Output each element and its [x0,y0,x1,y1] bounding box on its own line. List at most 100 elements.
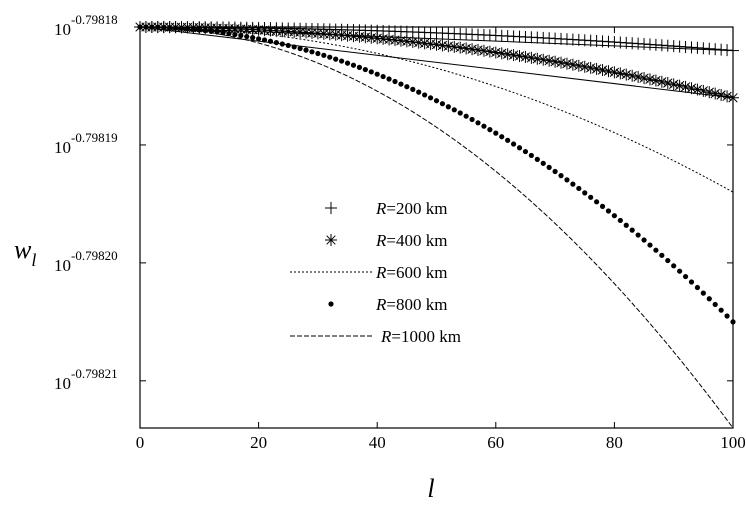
data-point [546,164,552,170]
data-point [499,134,505,140]
data-point [647,242,653,248]
legend-label: R=1000 km [380,327,461,346]
data-point [238,32,244,39]
data-point [439,101,446,107]
legend-marker [325,234,337,246]
data-point [655,75,668,88]
series-1 [134,21,739,57]
data-point [398,81,404,87]
data-point [510,141,517,147]
data-point [427,95,434,101]
x-tick-label: 100 [720,433,746,452]
series-4 [137,24,736,325]
y-tick-label: 10-0.79820 [54,248,118,275]
data-point [472,43,485,56]
data-point [516,145,523,151]
data-point [291,44,297,50]
x-tick-label: 80 [606,433,623,452]
data-point [623,222,629,228]
y-tick-base: 10 [54,20,71,39]
series-layer [134,21,739,429]
data-point [412,36,425,49]
data-point [534,156,540,162]
data-point [537,53,550,66]
data-point [430,38,443,51]
data-point [576,185,582,192]
legend: R=200 kmR=400 kmR=600 kmR=800 kmR=1000 k… [290,199,461,346]
legend-marker [328,301,334,307]
y-tick-exponent: -0.79820 [71,248,118,263]
legend-label: R=600 km [375,263,447,282]
data-point [469,116,475,123]
data-point [730,319,736,325]
y-tick-base: 10 [54,138,71,157]
data-point [665,257,671,264]
data-point [558,173,564,179]
data-point [451,107,457,113]
data-point [433,98,440,104]
data-point [448,40,461,53]
data-point [519,50,532,63]
data-point [356,64,363,70]
series-line [139,26,734,429]
data-point [297,45,303,52]
series-line [140,26,734,193]
data-point [588,194,594,200]
x-tick-label: 20 [250,433,267,452]
data-point [700,290,706,296]
x-tick-label: 60 [487,433,504,452]
data-point [706,296,712,302]
data-point [341,29,354,42]
legend-value: =400 km [386,231,447,250]
data-point [727,91,739,104]
legend-entry: R=1000 km [290,327,461,346]
data-point [339,58,345,64]
data-point [483,45,496,58]
data-point [392,78,398,85]
data-point [560,57,573,70]
legend-var: R [375,199,387,218]
data-point [543,54,556,67]
legend-value: =200 km [386,199,447,218]
y-tick-exponent: -0.79821 [71,366,118,381]
data-point [620,68,633,81]
data-point [178,25,185,32]
data-point [404,84,410,90]
y-axis-label-base: w [14,235,32,264]
data-point [590,62,603,75]
data-point [525,51,538,64]
data-point [712,301,718,308]
data-point [190,26,196,32]
data-point [327,54,333,60]
data-point [359,31,372,44]
data-point [697,84,710,97]
legend-entry: R=800 km [328,295,447,314]
data-point [436,39,449,52]
data-point [418,37,431,50]
data-point [688,279,695,285]
data-point [362,66,368,73]
data-point [614,67,627,80]
data-point [629,227,635,233]
data-point [703,86,716,99]
data-point [315,50,321,57]
data-point [501,48,514,61]
y-tick-base: 10 [54,256,71,275]
legend-entry: R=400 km [325,231,447,250]
data-point [555,56,568,69]
data-point [244,33,250,40]
data-point [653,247,659,253]
data-point [371,32,384,45]
data-point [279,41,285,47]
data-point [445,104,451,110]
y-tick-exponent: -0.79819 [71,130,118,145]
data-point [540,160,546,166]
legend-label: R=200 km [375,199,447,218]
y-tick-label: 10-0.79818 [54,12,118,39]
data-point [365,31,378,44]
data-point [416,89,422,95]
data-point [196,27,202,33]
data-point [489,46,502,59]
data-point [321,52,327,58]
